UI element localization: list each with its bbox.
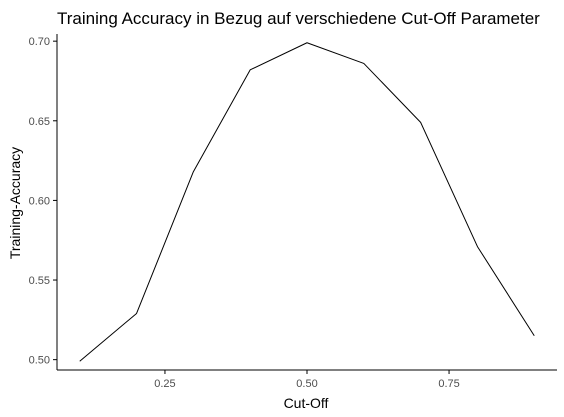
x-axis-title: Cut-Off [284,395,329,411]
x-tick-label: 0.75 [438,378,459,390]
series-layer [79,42,535,362]
y-tick-label: 0.60 [29,195,50,207]
y-tick-label: 0.50 [29,355,50,367]
series-line [79,42,535,362]
y-tick-label: 0.70 [29,36,50,48]
y-tick-label: 0.65 [29,116,50,128]
chart-title: Training Accuracy in Bezug auf verschied… [57,9,540,28]
y-axis-title: Training-Accuracy [7,147,23,259]
y-tick-label: 0.55 [29,275,50,287]
x-tick-label: 0.25 [154,378,175,390]
axis-ticks: 0.50 0.55 0.60 0.65 0.70 0.25 0.50 0.75 [29,36,460,390]
x-tick-label: 0.50 [296,378,317,390]
